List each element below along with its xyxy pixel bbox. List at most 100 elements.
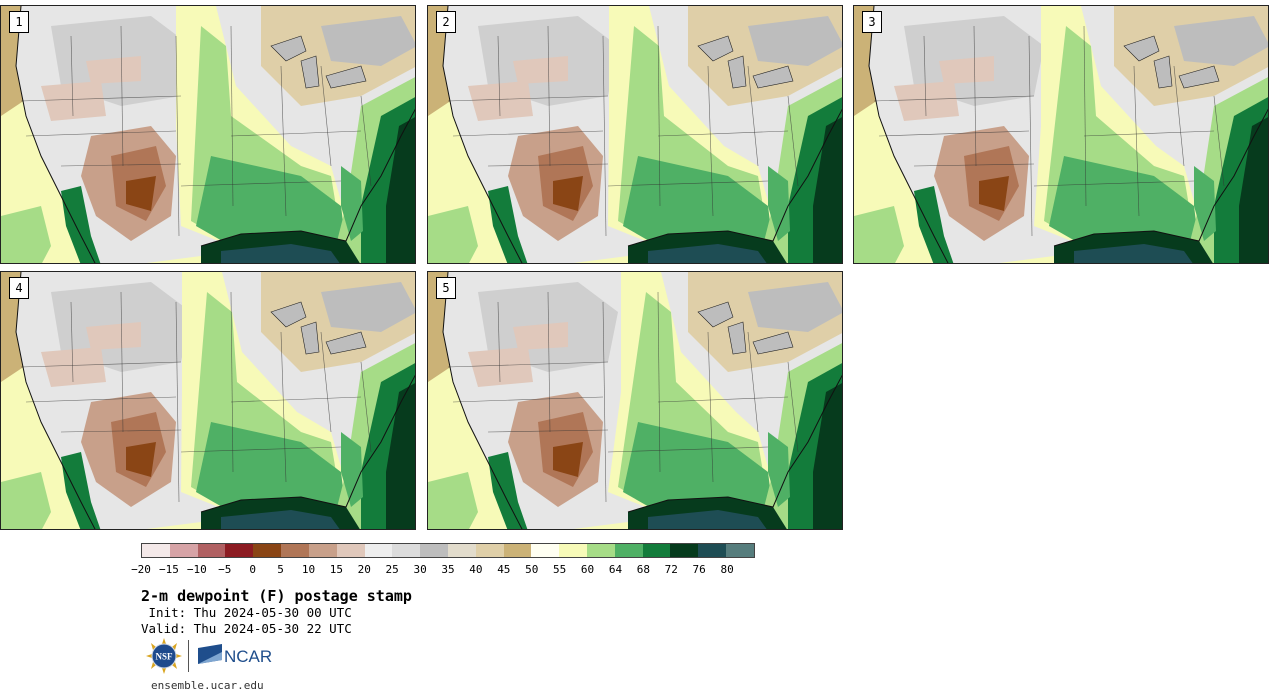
state-border [707,65,714,217]
state-border [878,130,1030,137]
state-border [873,95,1035,102]
pacific-moist [854,206,904,263]
gulf-deep [1074,244,1193,263]
gulf-of-california [61,452,101,529]
colorbar-segment [531,544,560,557]
wyoming-dry [513,56,568,84]
colorbar-tick-label: 25 [385,563,399,576]
state-border [452,130,604,137]
state-border [657,130,789,137]
colorbar-tick-label: 35 [441,563,455,576]
wyoming-dry [939,56,994,84]
colorbar-segment [308,544,337,557]
very-humid-zone [1049,156,1199,246]
florida [1194,166,1216,241]
colorbar-segment [587,544,615,557]
colorbar-segment [670,544,699,557]
lake-superior [697,35,734,62]
state-border [607,180,769,187]
state-border [1028,35,1033,237]
very-humid-zone [196,156,346,246]
lake-erie [325,65,367,89]
state-border [60,163,182,167]
state-border [487,163,609,167]
atlantic-very-humid [386,383,415,529]
colorbar-segment [197,544,226,557]
nsf-logo-icon: NSF [146,638,182,674]
colorbar-segment [726,544,754,557]
dewpoint-map [1,6,415,263]
colorbar-tick-label: 76 [692,563,706,576]
ncar-logo-icon: NCAR [198,644,272,666]
colorbar-segment [503,544,532,557]
gulf-of-california [914,186,954,263]
colorbar-segment [642,544,671,557]
colorbar-segment [225,544,254,557]
state-border [1083,25,1087,207]
colorbar-tick-label: 5 [277,563,284,576]
state-border [70,35,74,117]
wyoming-dry [513,322,568,350]
wyoming-dry [86,322,141,350]
state-border [230,291,234,473]
pacific-moist [1,472,51,529]
pacific-moist [428,472,478,529]
ncar-logo-text: NCAR [224,647,272,666]
state-border [487,429,609,433]
state-border [973,25,977,167]
florida [341,166,363,241]
colorbar-segment [281,544,309,557]
lake-erie [1178,65,1220,89]
state-border [1213,95,1225,187]
lake-michigan [300,55,320,89]
state-border [787,95,799,187]
lake-superior [697,301,734,328]
state-border [1173,65,1185,167]
colorbar-ticks: −20 −15 −10 −5 0 5 10 15 20 25 30 35 40 45 50 55 60 64 68 7… [130,563,770,577]
panel-label: 4 [9,277,29,299]
southwest-driest [553,442,583,477]
state-border [320,331,332,433]
state-border [60,429,182,433]
new-england [321,282,415,332]
great-basin-dry [41,347,106,387]
state-border [1133,65,1140,217]
gulf-of-california [61,186,101,263]
new-england [748,282,842,332]
state-border [602,301,607,503]
state-border [452,396,604,403]
lake-superior [270,35,307,62]
lake-michigan [1153,55,1173,89]
colorbar-segment [559,544,587,557]
florida [341,432,363,507]
coastline [442,6,842,263]
southwest-driest [126,176,156,211]
florida [768,166,790,241]
colorbar-segment [142,544,170,557]
lake-michigan [300,321,320,355]
colorbar-segment [336,544,365,557]
state-border [447,361,609,368]
colorbar-tick-label: 60 [580,563,595,576]
lake-michigan [727,321,747,355]
state-border [747,331,759,433]
colorbar-tick-label: 55 [553,563,567,576]
gulf-deep [648,510,767,529]
gulf-of-california [488,186,528,263]
very-humid-zone [196,422,346,512]
state-border [657,25,661,207]
colorbar-segment [614,544,643,557]
dewpoint-map [428,272,842,529]
state-border [497,301,501,383]
state-border [360,361,372,453]
state-border [747,65,759,167]
valid-time: Valid: Thu 2024-05-30 22 UTC [141,621,352,636]
member-panel-1: 1 [0,5,416,264]
lake-erie [752,331,794,355]
great-basin-dry [468,347,533,387]
pacific-moist [428,206,478,263]
new-england [748,16,842,66]
colorbar-tick-label: 30 [413,563,427,576]
state-border [25,130,177,137]
state-border [913,163,1035,167]
